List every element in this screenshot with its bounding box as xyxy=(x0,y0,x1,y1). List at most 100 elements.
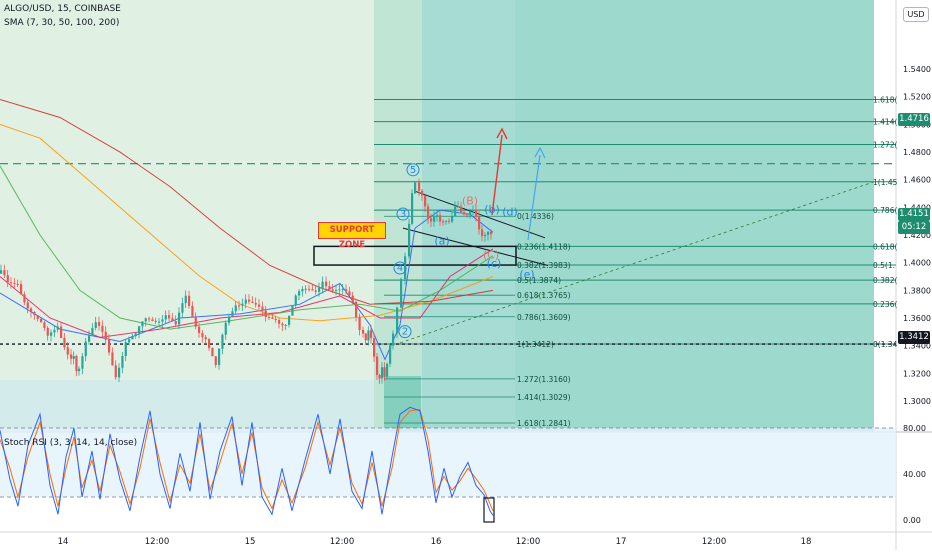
wave-label: 4 xyxy=(397,263,403,274)
wave-label: 5 xyxy=(410,165,416,176)
candle-body xyxy=(328,286,331,290)
candle-body xyxy=(389,345,392,364)
candle-body xyxy=(88,334,91,342)
candle-body xyxy=(43,322,46,329)
candle-body xyxy=(104,331,107,340)
candle-body xyxy=(158,321,161,323)
candle-body xyxy=(364,333,367,341)
sma-legend[interactable]: SMA (7, 30, 50, 100, 200) xyxy=(4,18,120,28)
candle-body xyxy=(231,311,234,317)
candle-body xyxy=(108,339,111,353)
candle-body xyxy=(442,221,445,223)
candle-body xyxy=(370,330,373,339)
candle-body xyxy=(6,275,9,283)
stoch-highlight-box xyxy=(483,497,495,523)
candle-body xyxy=(362,329,365,334)
symbol-legend[interactable]: ALGO/USD, 15, COINBASE xyxy=(4,4,121,14)
fib-label-right: 1(1.45 xyxy=(873,178,898,187)
forecast-arrow-red xyxy=(491,134,503,216)
wave-label: (e) xyxy=(519,268,534,281)
fib-label-right: 0(1.34 xyxy=(873,340,898,349)
candle-body xyxy=(427,206,430,219)
candle-body xyxy=(421,190,424,196)
candle-body xyxy=(30,308,33,313)
fib-label-mid: 0.382(1.3983) xyxy=(517,261,571,270)
candle-body xyxy=(304,288,307,290)
price-tick-label: 1.4800 xyxy=(903,148,931,157)
wave-label: 2 xyxy=(402,327,408,338)
green-zone-left xyxy=(0,0,374,432)
stoch-band xyxy=(0,428,896,497)
candle-body xyxy=(238,305,241,307)
candle-body xyxy=(168,315,171,319)
candle-body xyxy=(124,342,127,357)
stoch-legend[interactable]: Stoch RSI (3, 3, 14, 14, close) xyxy=(4,438,138,448)
support-zone-label: SUPPORT ZONE xyxy=(318,222,386,250)
fib-label-mid: 0.618(1.3765) xyxy=(517,291,571,300)
candle-body xyxy=(433,216,436,222)
candle-body xyxy=(131,335,134,340)
candle-body xyxy=(13,282,16,284)
candle-body xyxy=(66,347,69,355)
candle-body xyxy=(81,356,84,369)
candle-body xyxy=(478,216,481,230)
wave-label: (a) xyxy=(434,235,449,248)
candle-body xyxy=(111,352,114,366)
fib-label-right: 1.414( xyxy=(873,118,897,127)
candle-body xyxy=(46,328,49,336)
candle-body xyxy=(258,304,261,307)
candle-body xyxy=(26,302,29,309)
price-tick-label: 1.3400 xyxy=(903,342,931,351)
candle-body xyxy=(118,367,121,378)
price-tick-label: 1.3000 xyxy=(903,397,931,406)
candle-body xyxy=(454,206,457,217)
candle-body xyxy=(208,339,211,349)
candle-body xyxy=(244,299,247,304)
candle-body xyxy=(171,318,174,321)
time-tick-label: 17 xyxy=(616,537,627,547)
price-tick-label: 1.3600 xyxy=(903,314,931,323)
candle-body xyxy=(311,289,314,291)
candle-body xyxy=(134,333,137,336)
candle-body xyxy=(466,214,469,216)
candle-body xyxy=(383,367,386,377)
candle-body xyxy=(53,329,56,333)
candle-body xyxy=(376,356,379,375)
fib-label-mid: 0.786(1.3609) xyxy=(517,313,571,322)
current-price-tag: 1.4151 xyxy=(898,208,930,221)
candle-body xyxy=(314,290,317,292)
fib-label-mid: 0.236(1.4118) xyxy=(517,242,571,251)
candle-body xyxy=(114,365,117,378)
candle-body xyxy=(84,341,87,357)
fib-label-mid: 1.272(1.3160) xyxy=(517,375,571,384)
candle-body xyxy=(23,294,26,303)
candle-body xyxy=(411,193,414,224)
teal-zone-lower xyxy=(384,376,421,432)
wave-circle xyxy=(396,207,410,221)
time-tick-label: 18 xyxy=(801,537,812,547)
currency-button[interactable]: USD xyxy=(903,7,929,22)
candle-body xyxy=(50,332,53,336)
stoch-tick-label: 80.00 xyxy=(903,424,926,433)
candle-body xyxy=(475,209,478,217)
candle-body xyxy=(445,220,448,222)
candle-body xyxy=(331,289,334,291)
candle-body xyxy=(414,182,417,194)
candle-body xyxy=(325,281,328,287)
candle-body xyxy=(341,289,344,291)
candle-body xyxy=(472,209,475,212)
candle-body xyxy=(221,334,224,349)
candle-body xyxy=(367,330,370,341)
candle-body xyxy=(264,310,267,317)
price-tick-label: 1.4200 xyxy=(903,231,931,240)
candle-body xyxy=(91,327,94,335)
support-zone-box xyxy=(313,245,517,266)
forecast-arrowhead-red xyxy=(496,127,508,140)
candle-body xyxy=(318,287,321,292)
candle-body xyxy=(436,215,439,217)
candle-body xyxy=(63,337,66,348)
price-tick-label: 1.5400 xyxy=(903,65,931,74)
candle-body xyxy=(345,289,348,292)
